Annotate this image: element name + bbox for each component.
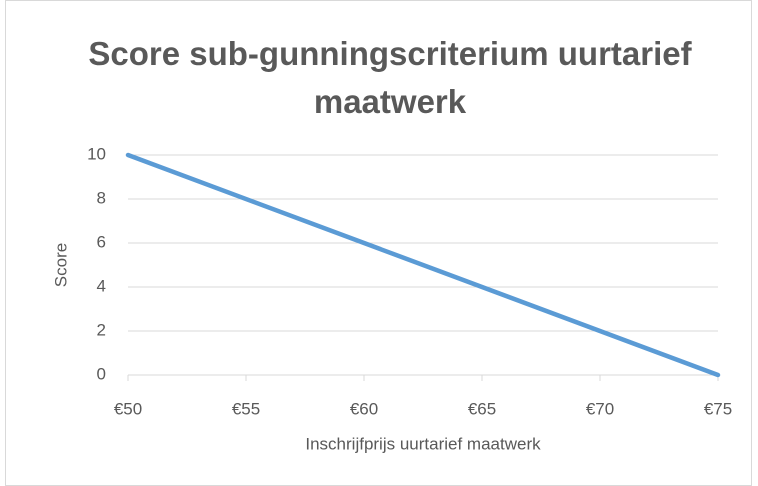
data-line <box>125 152 721 378</box>
x-tick-label: €75 <box>704 399 732 418</box>
y-tick-label: 8 <box>97 188 106 207</box>
x-tick-label: €70 <box>586 399 614 418</box>
y-axis-label: Score <box>51 243 70 287</box>
x-tick-label: €65 <box>468 399 496 418</box>
y-tick-label: 6 <box>97 232 106 251</box>
x-tick-label: €60 <box>350 399 378 418</box>
chart-title: Score sub-gunningscriterium uurtarief ma… <box>88 35 692 120</box>
y-tick-label: 2 <box>97 320 106 339</box>
x-tick-label: €50 <box>114 399 142 418</box>
x-axis-label: Inschrijfprijs uurtarief maatwerk <box>305 434 541 453</box>
x-tick-label: €55 <box>232 399 260 418</box>
y-tick-label: 4 <box>97 276 106 295</box>
y-tick-label: 0 <box>97 364 106 383</box>
y-tick-label: 10 <box>87 144 106 163</box>
